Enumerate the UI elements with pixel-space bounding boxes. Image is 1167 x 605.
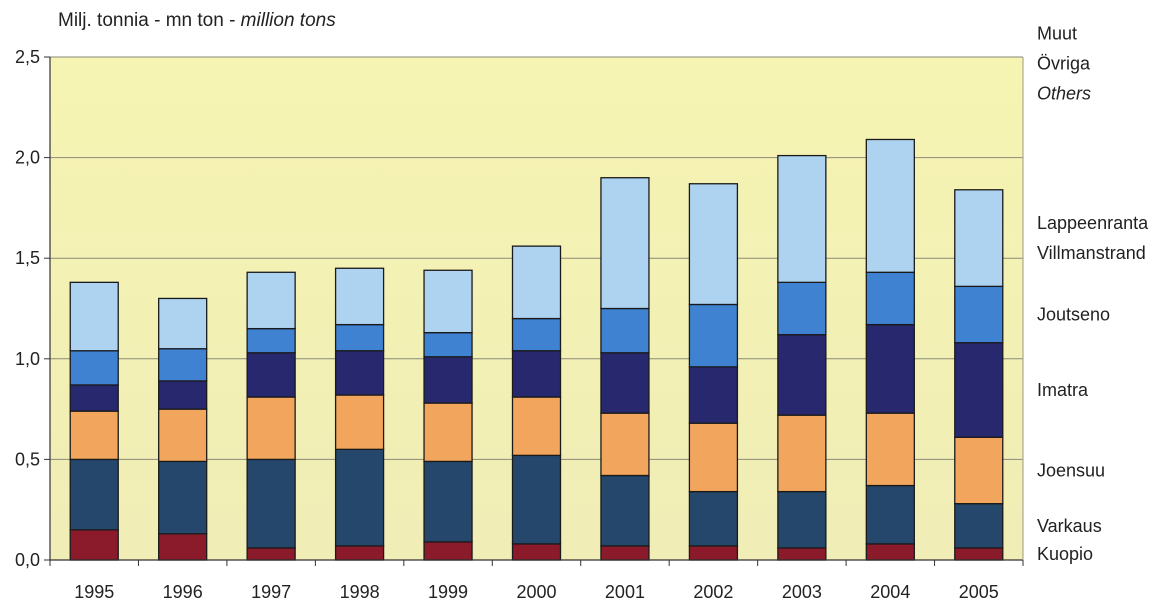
bar-segment bbox=[246, 271, 296, 330]
bar-segment bbox=[777, 281, 827, 336]
bars bbox=[69, 138, 1004, 561]
bar-segment bbox=[865, 323, 915, 414]
legend-label: Muut bbox=[1037, 23, 1077, 43]
y-tick-label: 2,0 bbox=[15, 148, 40, 168]
bar-segment bbox=[334, 394, 385, 450]
bar-segment bbox=[865, 484, 915, 545]
bar-segment bbox=[954, 285, 1004, 344]
bar-segment bbox=[246, 547, 296, 561]
bar-segment bbox=[246, 352, 296, 398]
legend-label: Joutseno bbox=[1037, 305, 1110, 325]
bar-segment bbox=[511, 350, 562, 398]
bar-segment bbox=[158, 380, 208, 410]
bar-segment bbox=[511, 396, 562, 457]
bar-segment bbox=[688, 366, 739, 424]
bar-segment bbox=[69, 410, 119, 461]
bar-segment bbox=[511, 543, 562, 561]
bar-segment bbox=[777, 414, 827, 493]
bar-segment bbox=[865, 138, 915, 273]
bar-segment bbox=[511, 317, 562, 352]
y-tick-label: 0,0 bbox=[15, 550, 40, 570]
bar-segment bbox=[688, 490, 739, 547]
bar-segment bbox=[600, 307, 650, 354]
bar-segment bbox=[688, 183, 739, 306]
bar-segment bbox=[423, 269, 473, 334]
bar-segment bbox=[600, 474, 650, 547]
bar-segment bbox=[954, 189, 1004, 288]
x-tick-label: 2001 bbox=[605, 582, 645, 602]
bar-segment bbox=[69, 350, 119, 386]
bar-segment bbox=[865, 543, 915, 561]
bar-segment bbox=[334, 267, 385, 326]
legend-label: Övriga bbox=[1037, 53, 1091, 73]
bar-segment bbox=[334, 545, 385, 561]
bar-segment bbox=[158, 348, 208, 382]
x-tick-label: 1997 bbox=[251, 582, 291, 602]
bar-segment bbox=[246, 327, 296, 354]
bar-segment bbox=[511, 245, 562, 320]
bar-segment bbox=[600, 352, 650, 414]
x-tick-label: 1998 bbox=[340, 582, 380, 602]
x-tick-label: 2005 bbox=[959, 582, 999, 602]
y-tick-label: 0,5 bbox=[15, 449, 40, 469]
legend: Kuopio Varkaus Joensuu Imatra Joutseno Lappee… bbox=[1037, 23, 1149, 564]
bar-segment bbox=[158, 460, 208, 535]
bar-segment bbox=[865, 412, 915, 487]
bar-segment bbox=[423, 402, 473, 463]
bar-segment bbox=[600, 177, 650, 310]
bar-segment bbox=[334, 448, 385, 547]
x-tick-label: 2000 bbox=[516, 582, 556, 602]
legend-label: Imatra bbox=[1037, 380, 1089, 400]
y-unit-label: Milj. tonnia - mn ton - million tons bbox=[58, 10, 336, 31]
bar-segment bbox=[600, 412, 650, 477]
y-tick-label: 1,5 bbox=[15, 248, 40, 268]
bar-segment bbox=[777, 547, 827, 561]
bar-segment bbox=[688, 422, 739, 493]
bar-segment bbox=[158, 408, 208, 463]
x-tick-label: 2003 bbox=[782, 582, 822, 602]
bar-segment bbox=[334, 350, 385, 396]
bar-segment bbox=[69, 529, 119, 561]
bar-segment bbox=[158, 297, 208, 350]
bar-segment bbox=[954, 436, 1004, 505]
bar-segment bbox=[423, 541, 473, 561]
x-tick-label: 1995 bbox=[74, 582, 114, 602]
bar-segment bbox=[777, 154, 827, 283]
bar-segment bbox=[688, 545, 739, 561]
bar-segment bbox=[865, 271, 915, 326]
bar-segment bbox=[954, 342, 1004, 438]
bar-segment bbox=[246, 396, 296, 461]
y-tick-label: 1,0 bbox=[15, 349, 40, 369]
x-tick-label: 2002 bbox=[693, 582, 733, 602]
legend-label: Villmanstrand bbox=[1037, 243, 1146, 263]
x-tick-label: 2004 bbox=[870, 582, 910, 602]
bar-segment bbox=[777, 490, 827, 549]
bar-segment bbox=[246, 458, 296, 549]
bar-segment bbox=[334, 323, 385, 352]
legend-label: Joensuu bbox=[1037, 460, 1105, 480]
bar-segment bbox=[600, 545, 650, 561]
bar-segment bbox=[423, 356, 473, 404]
bar-segment bbox=[954, 503, 1004, 549]
bar-segment bbox=[423, 460, 473, 543]
axes: 0,0 0,5 1,0 1,5 2,0 2,5 1995 1996 1997 1998 1999 20… bbox=[15, 47, 1024, 602]
bar-segment bbox=[69, 384, 119, 412]
y-tick-label: 2,5 bbox=[15, 47, 40, 67]
bar-segment bbox=[69, 281, 119, 352]
bar-segment bbox=[69, 458, 119, 531]
bar-segment bbox=[688, 303, 739, 368]
bar-segment bbox=[954, 547, 1004, 561]
bar-segment bbox=[158, 533, 208, 561]
x-tick-label: 1999 bbox=[428, 582, 468, 602]
bar-segment bbox=[511, 454, 562, 545]
legend-label: Kuopio bbox=[1037, 544, 1093, 564]
legend-label: Varkaus bbox=[1037, 516, 1102, 536]
x-tick-label: 1996 bbox=[163, 582, 203, 602]
bar-segment bbox=[777, 334, 827, 416]
legend-label: Lappeenranta bbox=[1037, 213, 1149, 233]
legend-label: Others bbox=[1037, 83, 1091, 103]
bar-segment bbox=[423, 331, 473, 358]
